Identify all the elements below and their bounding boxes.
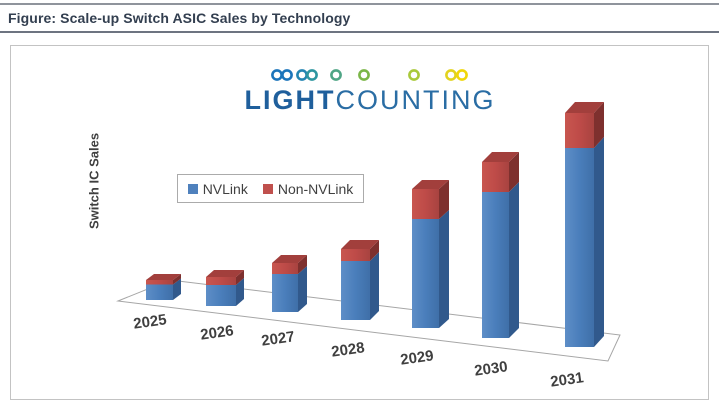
bar-front-non-nvlink [272, 263, 298, 274]
logo-bead-5 [330, 69, 342, 81]
logo-bead-9 [456, 69, 468, 81]
bar-top-non-nvlink [206, 270, 244, 277]
bar-front-non-nvlink [412, 189, 439, 219]
legend: NVLink Non-NVLink [177, 174, 364, 203]
bar-side-nvlink [370, 252, 379, 320]
legend-item-nvlink: NVLink [187, 180, 248, 197]
bar-front-nvlink [146, 284, 173, 300]
legend-swatch-non-nvlink [262, 183, 273, 194]
bar-top-non-nvlink [341, 240, 379, 249]
logo-bead-3 [296, 69, 308, 81]
legend-label-nvlink: NVLink [202, 180, 248, 197]
bar-2030 [482, 152, 519, 338]
logo-beads-icon [266, 69, 474, 81]
bar-front-non-nvlink [341, 249, 370, 261]
bar-side-non-nvlink [509, 152, 519, 192]
logo-bead-4 [306, 69, 318, 81]
bar-side-nvlink [236, 278, 244, 306]
bar-front-nvlink [565, 148, 594, 347]
bar-top-non-nvlink [565, 102, 604, 113]
bar-top-non-nvlink [482, 152, 519, 162]
bar-top-non-nvlink [272, 255, 307, 263]
logo-bead-8 [445, 69, 457, 81]
lightcounting-logo: LIGHTCOUNTING [243, 66, 497, 115]
logo-word-light: LIGHT [244, 85, 336, 115]
legend-swatch-nvlink [187, 183, 198, 194]
bar-front-nvlink [341, 261, 370, 320]
y-axis-label: Switch IC Sales [86, 132, 102, 230]
bar-front-nvlink [206, 285, 236, 306]
bar-top-non-nvlink [146, 274, 181, 280]
bar-2025 [146, 274, 181, 300]
bar-side-nvlink [173, 278, 181, 300]
figure-title: Figure: Scale-up Switch ASIC Sales by Te… [8, 10, 351, 26]
bar-front-nvlink [272, 274, 298, 312]
bar-side-non-nvlink [370, 240, 379, 261]
logo-bead-2 [281, 69, 293, 81]
legend-label-non-nvlink: Non-NVLink [277, 180, 354, 197]
bar-2029 [412, 180, 449, 328]
legend-item-non-nvlink: Non-NVLink [262, 180, 354, 197]
bar-front-nvlink [412, 219, 439, 328]
logo-bead-6 [358, 69, 370, 81]
bar-2027 [272, 255, 307, 312]
bar-front-non-nvlink [565, 113, 594, 148]
bar-2026 [206, 270, 244, 306]
logo-wordmark: LIGHTCOUNTING [243, 85, 497, 115]
bar-side-non-nvlink [236, 270, 244, 285]
bar-side-non-nvlink [439, 180, 449, 219]
bar-side-nvlink [298, 266, 307, 312]
bar-side-non-nvlink [298, 255, 307, 274]
bar-top-non-nvlink [412, 180, 449, 189]
bar-side-non-nvlink [173, 274, 181, 285]
bar-side-nvlink [509, 182, 519, 338]
bar-side-non-nvlink [594, 102, 604, 148]
top-rule [0, 3, 719, 5]
logo-bead-7 [408, 69, 420, 81]
bar-2028 [341, 240, 379, 320]
bar-front-non-nvlink [482, 162, 509, 192]
title-divider [0, 31, 719, 33]
bar-front-non-nvlink [146, 280, 173, 285]
logo-bead-1 [271, 69, 283, 81]
bar-side-nvlink [439, 210, 449, 328]
bar-front-non-nvlink [206, 277, 236, 285]
bar-front-nvlink [482, 192, 509, 338]
bar-2031 [565, 102, 604, 347]
bar-side-nvlink [594, 137, 604, 347]
logo-word-counting: COUNTING [335, 85, 496, 115]
